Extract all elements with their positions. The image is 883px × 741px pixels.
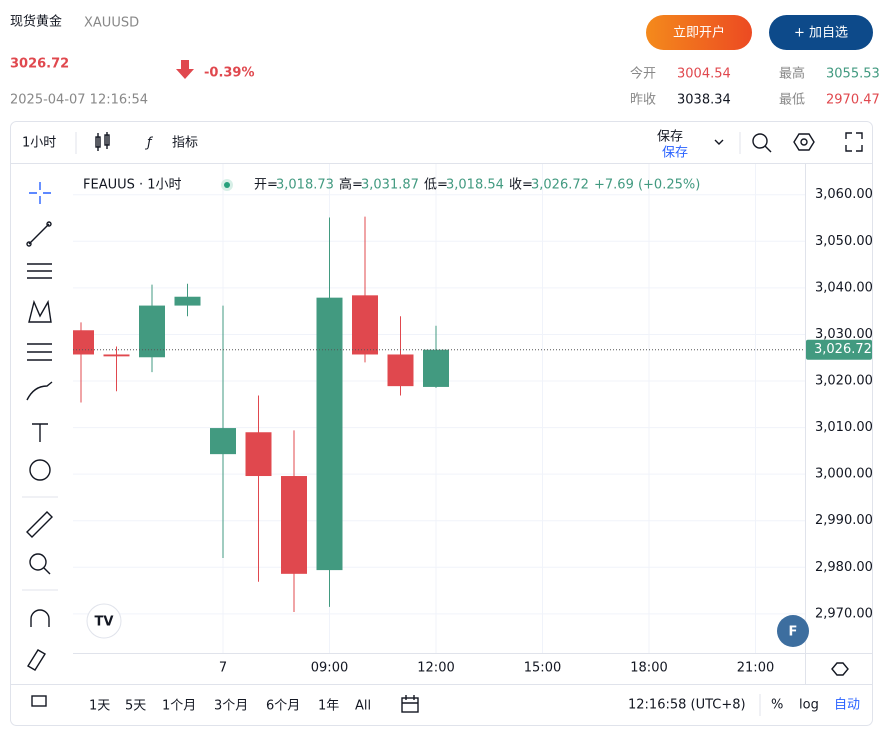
candle-body <box>316 297 343 571</box>
plot: 2,970.00 2,980.00 2,990.00 3,000.00 3,010.00… <box>73 164 873 676</box>
fullscreen-icon[interactable] <box>845 132 863 152</box>
date-range-icon[interactable] <box>401 695 419 713</box>
chart-card <box>10 121 873 726</box>
timestamp: 2025-04-07 12:16:54 <box>10 93 148 108</box>
price: 3026.72 <box>10 57 69 72</box>
x-tick-label: 7 <box>219 661 227 676</box>
range-button[interactable]: 1个月 <box>162 699 196 714</box>
x-tick-label: 15:00 <box>524 661 561 676</box>
candles <box>73 216 449 613</box>
candle-body <box>281 476 307 574</box>
range-button[interactable]: 3个月 <box>214 699 248 714</box>
candle-body <box>423 349 449 387</box>
x-tick-label: 21:00 <box>737 661 774 676</box>
stat-label: 今开 <box>630 66 656 82</box>
clock: 12:16:58 (UTC+8) <box>628 698 746 713</box>
fx-icon[interactable]: ƒ <box>144 136 154 151</box>
candle-body <box>352 295 378 355</box>
y-tick-label: 2,970.00 <box>815 606 873 621</box>
candle-body <box>245 432 272 477</box>
y-tick-label: 3,030.00 <box>815 327 873 342</box>
range-button[interactable]: 1天 <box>89 699 110 714</box>
y-tick-label: 3,000.00 <box>815 467 873 482</box>
legend-value: 3,018.54 <box>446 178 504 193</box>
legend-label: 高= <box>339 177 363 193</box>
stat-label: 最高 <box>779 66 805 82</box>
save-sub: 保存 <box>662 146 688 161</box>
down-arrow <box>176 60 194 79</box>
last-price-label: 3,026.72 <box>814 342 872 357</box>
stat-value: 3004.54 <box>677 67 731 82</box>
y-tick-label: 3,040.00 <box>815 280 873 295</box>
watchlist-label[interactable]: + 加自选 <box>794 26 848 41</box>
stat-label: 最低 <box>779 93 805 108</box>
interval-button[interactable]: 1小时 <box>22 136 56 151</box>
bottom-bar: 1天 5天 1个月 3个月 6个月 1年 All <box>89 699 371 714</box>
range-button[interactable]: 1年 <box>318 699 339 714</box>
change: -0.39% <box>204 66 255 81</box>
legend-value: 3,018.73 <box>276 178 334 193</box>
watchlist-button[interactable] <box>769 15 873 50</box>
y-tick-label: 2,990.00 <box>815 513 873 528</box>
stat-value: 2970.47 <box>826 93 880 108</box>
open-account-label[interactable]: 立即开户 <box>673 25 725 41</box>
symbol: XAUUSD <box>84 16 139 31</box>
x-tick-label: 09:00 <box>311 661 348 676</box>
y-tick-label: 3,010.00 <box>815 420 873 435</box>
tv-logo[interactable] <box>86 603 122 639</box>
y-tick-label: 3,060.00 <box>815 187 873 202</box>
legend-label: 开= <box>254 178 278 193</box>
chevron[interactable] <box>714 139 724 145</box>
percent-toggle[interactable]: % <box>771 698 783 713</box>
settings-icon-center <box>800 138 808 146</box>
legend-value: 3,031.87 <box>361 178 419 193</box>
y-tick-label: 2,980.00 <box>815 560 873 575</box>
candle-body <box>387 354 414 387</box>
save-button[interactable]: 保存 <box>657 130 683 145</box>
f-logo-text: F <box>789 625 798 640</box>
range-button[interactable]: All <box>355 699 371 714</box>
axis-settings-icon[interactable] <box>831 662 849 676</box>
candle-body <box>174 296 201 306</box>
candle-body <box>73 330 94 355</box>
candle-type-icon[interactable] <box>95 132 110 151</box>
log-toggle[interactable]: log <box>799 698 819 713</box>
status-dot <box>224 182 230 188</box>
candle-body <box>103 354 130 357</box>
alert-icon[interactable] <box>752 133 772 153</box>
legend-label: 低= <box>424 178 448 193</box>
stat-label: 昨收 <box>630 93 656 108</box>
last-price-box <box>806 339 872 360</box>
legend-title: FEAUUS · 1小时 <box>83 178 182 193</box>
y-tick-label: 3,050.00 <box>815 234 873 249</box>
drawing-tools[interactable] <box>26 182 53 707</box>
stat-value: 3055.53 <box>826 67 880 82</box>
stat-value: 3038.34 <box>677 93 731 108</box>
x-tick-label: 12:00 <box>417 661 454 676</box>
f-logo[interactable] <box>777 615 809 647</box>
legend-label: 收= <box>509 178 533 193</box>
tv-logo-text: TV <box>95 615 114 630</box>
settings-icon[interactable] <box>793 133 815 151</box>
open-account-button[interactable] <box>646 15 752 50</box>
candle-body <box>210 428 236 455</box>
legend-change: +7.69 (+0.25%) <box>594 178 700 193</box>
range-button[interactable]: 5天 <box>125 699 146 714</box>
auto-toggle[interactable]: 自动 <box>834 698 860 713</box>
y-tick-label: 3,020.00 <box>815 374 873 389</box>
candle-body <box>139 305 165 358</box>
title: 现货黄金 <box>10 14 62 30</box>
x-tick-label: 18:00 <box>630 661 667 676</box>
indicators-button[interactable]: 指标 <box>172 136 198 151</box>
range-button[interactable]: 6个月 <box>266 699 300 714</box>
legend-value: 3,026.72 <box>531 178 589 193</box>
